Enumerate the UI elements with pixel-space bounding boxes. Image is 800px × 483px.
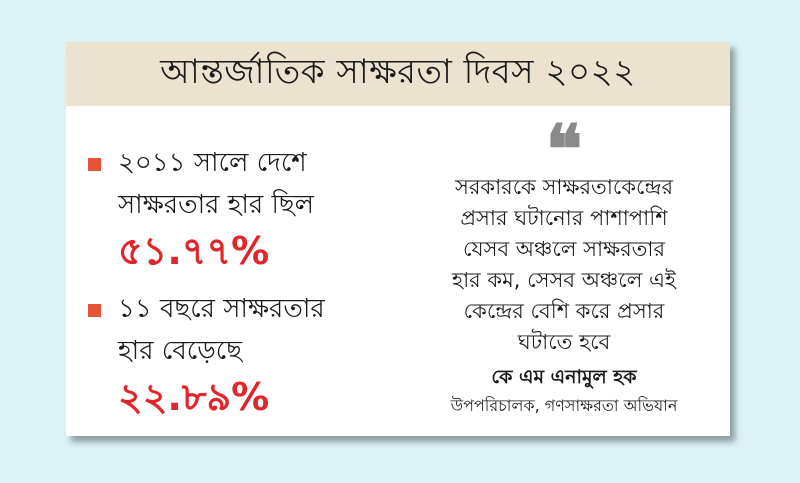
square-bullet-icon [88,304,101,317]
stat-label-line: ২০১১ সালে দেশে [118,148,307,178]
square-bullet-icon [88,158,101,171]
stat-2011-literacy: ২০১১ সালে দেশে সাক্ষরতার হার ছিল ৫১.৭৭% [88,142,314,276]
stat-label-line: হার বেড়েছে [118,336,242,366]
quote-line: হার কম, সেসব অঞ্চলে এই [452,268,676,292]
stat-literacy-growth: ১১ বছরে সাক্ষরতার হার বেড়েছে ২২.৮৯% [88,288,325,422]
stat-label-line: সাক্ষরতার হার ছিল [118,190,315,220]
stat-value: ২২.৮৯% [118,375,270,419]
quote-line: যেসব অঞ্চলে সাক্ষরতার [462,237,666,261]
stat-label-line: ১১ বছরে সাক্ষরতার [118,294,325,324]
quote-block: ❝ সরকারকে সাক্ষরতাকেন্দ্রের প্রসার ঘটানো… [414,110,714,418]
quote-author-name: কে এম এনামুল হক [491,366,637,388]
quote-line: ঘটাতে হবে [517,330,611,354]
quote-author-title: উপপরিচালক, গণসাক্ষরতা অভিযান [450,396,678,415]
quote-line: প্রসার ঘটানোর পাশাপাশি [460,206,668,230]
quote-line: কেন্দ্রের বেশি করে প্রসার [463,299,665,323]
infographic-card: আন্তর্জাতিক সাক্ষরতা দিবস ২০২২ ২০১১ সালে… [66,42,730,436]
quote-line: সরকারকে সাক্ষরতাকেন্দ্রের [454,175,674,199]
title-bar: আন্তর্জাতিক সাক্ষরতা দিবস ২০২২ [66,42,730,106]
page-title: আন্তর্জাতিক সাক্ষরতা দিবস ২০২২ [160,51,636,92]
quote-mark-icon: ❝ [545,110,583,190]
stat-value: ৫১.৭৭% [118,229,270,273]
